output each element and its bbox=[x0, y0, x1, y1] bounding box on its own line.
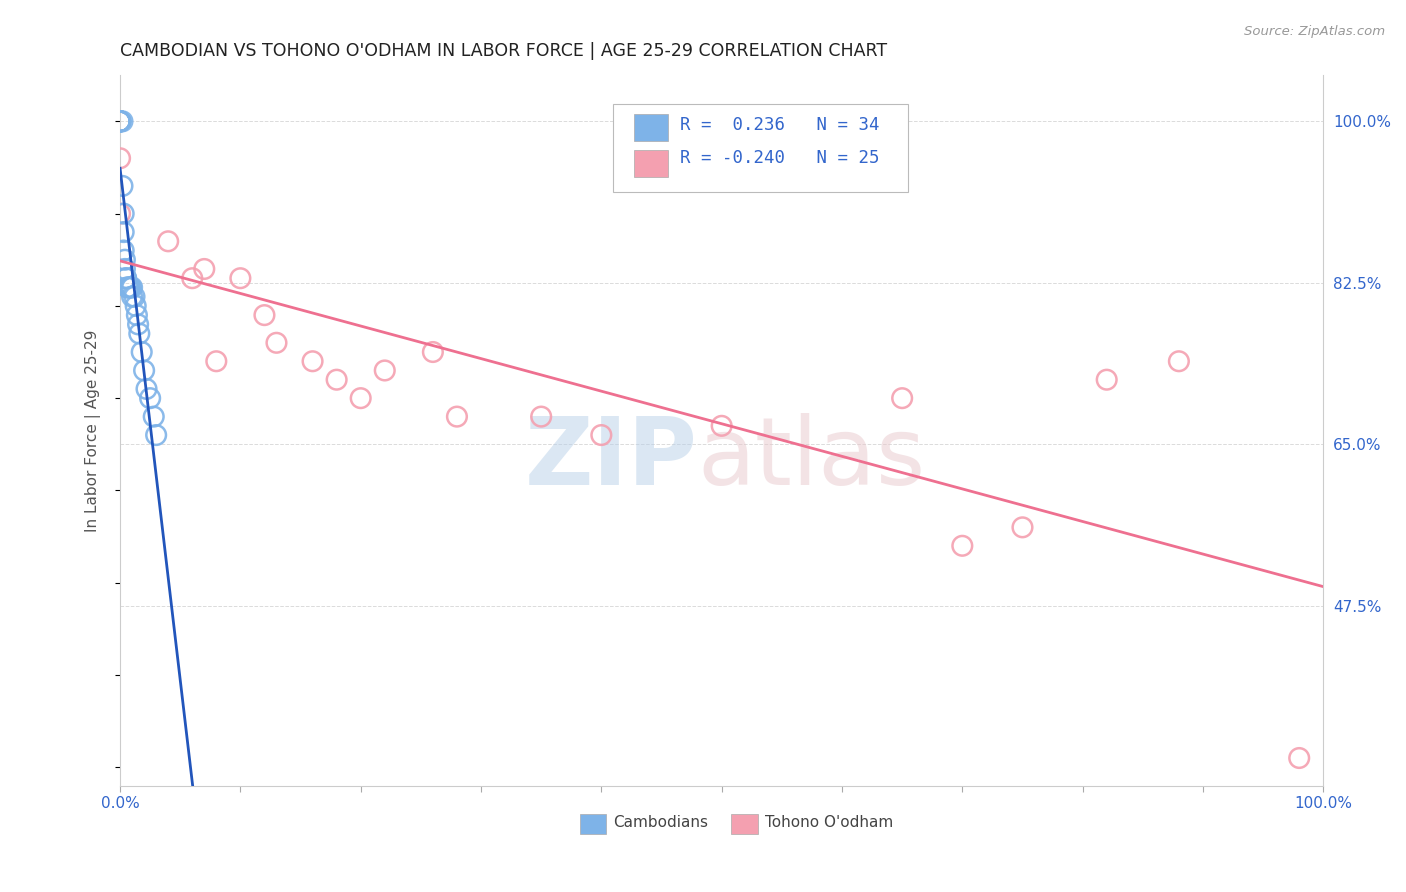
Point bbox=[108, 114, 131, 128]
Point bbox=[118, 280, 141, 294]
Point bbox=[891, 391, 914, 405]
Point bbox=[135, 382, 157, 396]
Point bbox=[266, 335, 288, 350]
Point bbox=[121, 290, 143, 304]
Point bbox=[710, 418, 733, 433]
Point bbox=[1095, 373, 1118, 387]
Point bbox=[157, 235, 180, 249]
Text: R =  0.236   N = 34: R = 0.236 N = 34 bbox=[679, 116, 879, 134]
Point bbox=[108, 114, 131, 128]
Point bbox=[124, 290, 146, 304]
Bar bbox=[731, 814, 758, 834]
Point bbox=[253, 308, 276, 322]
Point bbox=[112, 206, 135, 220]
Point bbox=[1011, 520, 1033, 534]
Text: R = -0.240   N = 25: R = -0.240 N = 25 bbox=[679, 149, 879, 168]
FancyBboxPatch shape bbox=[613, 103, 908, 193]
Text: atlas: atlas bbox=[697, 413, 925, 505]
Point bbox=[115, 271, 138, 285]
Point bbox=[1167, 354, 1189, 368]
Point bbox=[301, 354, 323, 368]
Point bbox=[114, 262, 136, 277]
Point bbox=[108, 114, 131, 128]
Point bbox=[132, 363, 155, 377]
Text: Tohono O'odham: Tohono O'odham bbox=[765, 815, 893, 830]
Point bbox=[111, 178, 134, 193]
Point bbox=[374, 363, 396, 377]
Point bbox=[108, 151, 131, 165]
Text: ZIP: ZIP bbox=[524, 413, 697, 505]
Point bbox=[115, 271, 138, 285]
Point bbox=[117, 280, 139, 294]
Point bbox=[193, 262, 215, 277]
Bar bbox=[579, 814, 606, 834]
Point bbox=[350, 391, 373, 405]
Point bbox=[108, 114, 131, 128]
Point bbox=[108, 114, 131, 128]
Point bbox=[950, 539, 973, 553]
Point bbox=[125, 299, 148, 313]
Point bbox=[145, 428, 167, 442]
Point bbox=[108, 114, 131, 128]
Point bbox=[125, 308, 148, 322]
Text: Cambodians: Cambodians bbox=[613, 815, 709, 830]
Bar bbox=[634, 150, 668, 177]
Point bbox=[591, 428, 613, 442]
Y-axis label: In Labor Force | Age 25-29: In Labor Force | Age 25-29 bbox=[86, 329, 101, 532]
Point bbox=[108, 114, 131, 128]
Point bbox=[139, 391, 162, 405]
Point bbox=[128, 326, 150, 341]
Point bbox=[181, 271, 204, 285]
Point bbox=[111, 114, 134, 128]
Text: CAMBODIAN VS TOHONO O'ODHAM IN LABOR FORCE | AGE 25-29 CORRELATION CHART: CAMBODIAN VS TOHONO O'ODHAM IN LABOR FOR… bbox=[120, 42, 887, 60]
Point bbox=[120, 280, 142, 294]
Point bbox=[121, 280, 143, 294]
Point bbox=[108, 114, 131, 128]
Bar bbox=[634, 114, 668, 141]
Point bbox=[446, 409, 468, 424]
Point bbox=[114, 252, 136, 267]
Point bbox=[142, 409, 165, 424]
Text: Source: ZipAtlas.com: Source: ZipAtlas.com bbox=[1244, 25, 1385, 38]
Point bbox=[108, 114, 131, 128]
Point bbox=[422, 345, 444, 359]
Point bbox=[108, 206, 131, 220]
Point bbox=[131, 345, 153, 359]
Point bbox=[1288, 751, 1310, 765]
Point bbox=[325, 373, 347, 387]
Point bbox=[112, 225, 135, 239]
Point bbox=[127, 318, 149, 332]
Point bbox=[229, 271, 252, 285]
Point bbox=[530, 409, 553, 424]
Point bbox=[112, 244, 135, 258]
Point bbox=[205, 354, 228, 368]
Point bbox=[117, 280, 139, 294]
